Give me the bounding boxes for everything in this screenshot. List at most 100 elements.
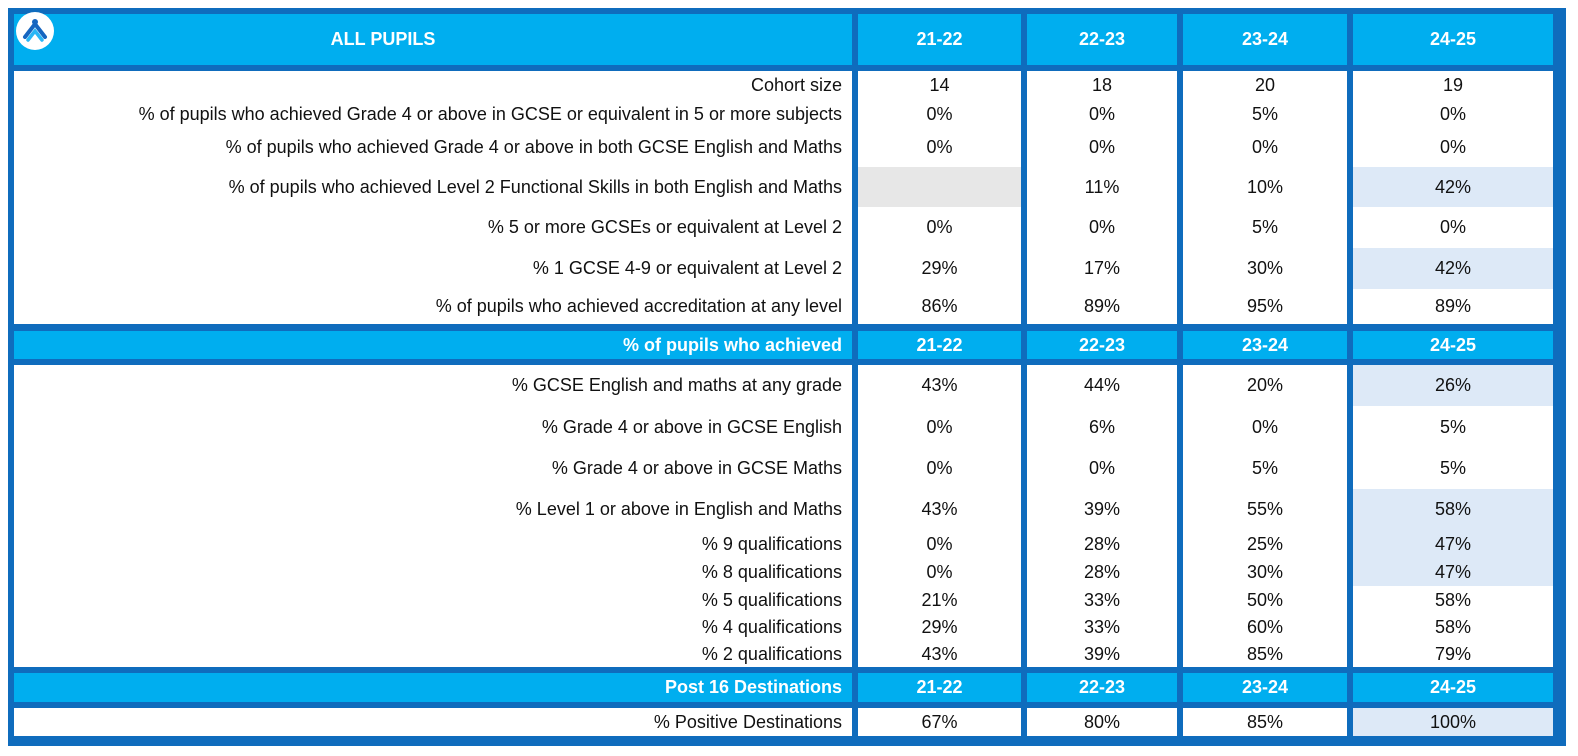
cell-value: 14 <box>858 71 1021 100</box>
row-label: % of pupils who achieved accreditation a… <box>14 289 852 324</box>
cell-value: 100% <box>1353 708 1553 736</box>
cell-value: 21% <box>858 586 1021 614</box>
cell-value: 89% <box>1353 289 1553 324</box>
row-label: % 8 qualifications <box>14 558 852 586</box>
section-header: % of pupils who achieved <box>14 331 852 359</box>
cell-value: 44% <box>1027 365 1177 406</box>
cell-value: 25% <box>1183 530 1347 558</box>
row-label: % 5 qualifications <box>14 586 852 614</box>
year-header-2: 22-23 <box>1027 14 1177 65</box>
row-label: % Grade 4 or above in GCSE English <box>14 406 852 448</box>
cell-value: 39% <box>1027 641 1177 667</box>
cell-value: 80% <box>1027 708 1177 736</box>
cell-value: 0% <box>1027 100 1177 128</box>
cell-value: 0% <box>1353 128 1553 167</box>
cell-value: 0% <box>1027 128 1177 167</box>
cell-value: 20% <box>1183 365 1347 406</box>
cell-value: 0% <box>858 558 1021 586</box>
cell-value: 0% <box>1353 207 1553 248</box>
year-header: 23-24 <box>1183 331 1347 359</box>
cell-value: 28% <box>1027 558 1177 586</box>
cell-value: 0% <box>1183 406 1347 448</box>
cell-value: 42% <box>1353 248 1553 289</box>
cell-value: 58% <box>1353 489 1553 530</box>
cell-value: 19 <box>1353 71 1553 100</box>
cell-value: 95% <box>1183 289 1347 324</box>
cell-value: 0% <box>858 406 1021 448</box>
year-header-4: 24-25 <box>1353 14 1553 65</box>
cell-value: 0% <box>858 100 1021 128</box>
year-header: 24-25 <box>1353 331 1553 359</box>
cell-value: 39% <box>1027 489 1177 530</box>
row-label: % 2 qualifications <box>14 641 852 667</box>
cell-value: 0% <box>1027 448 1177 489</box>
row-label: % Level 1 or above in English and Maths <box>14 489 852 530</box>
cell-value: 42% <box>1353 167 1553 207</box>
school-logo-icon <box>16 12 54 50</box>
cell-value: 58% <box>1353 614 1553 641</box>
row-label: % of pupils who achieved Grade 4 or abov… <box>14 128 852 167</box>
year-header: 22-23 <box>1027 331 1177 359</box>
cell-value: 29% <box>858 248 1021 289</box>
table-title: ALL PUPILS <box>331 29 436 50</box>
cell-value: 33% <box>1027 614 1177 641</box>
year-header: 21-22 <box>858 673 1021 702</box>
cell-value: 5% <box>1183 448 1347 489</box>
cell-value: 86% <box>858 289 1021 324</box>
year-header-3: 23-24 <box>1183 14 1347 65</box>
cell-value: 43% <box>858 365 1021 406</box>
cell-value: 29% <box>858 614 1021 641</box>
cell-value: 18 <box>1027 71 1177 100</box>
section-header: Post 16 Destinations <box>14 673 852 702</box>
cell-value: 85% <box>1183 641 1347 667</box>
row-label: % of pupils who achieved Level 2 Functio… <box>14 167 852 207</box>
cell-value: 5% <box>1183 100 1347 128</box>
cell-value: 30% <box>1183 248 1347 289</box>
cell-value: 89% <box>1027 289 1177 324</box>
cell-value: 47% <box>1353 558 1553 586</box>
cell-value: 60% <box>1183 614 1347 641</box>
cell-value: 50% <box>1183 586 1347 614</box>
year-header: 21-22 <box>858 331 1021 359</box>
row-label: % of pupils who achieved Grade 4 or abov… <box>14 100 852 128</box>
cell-value: 28% <box>1027 530 1177 558</box>
cell-value: 79% <box>1353 641 1553 667</box>
cell-value: 0% <box>858 530 1021 558</box>
cell-value: 26% <box>1353 365 1553 406</box>
year-header: 22-23 <box>1027 673 1177 702</box>
row-label: % 9 qualifications <box>14 530 852 558</box>
cell-value: 55% <box>1183 489 1347 530</box>
row-label: % 1 GCSE 4-9 or equivalent at Level 2 <box>14 248 852 289</box>
row-label: % Grade 4 or above in GCSE Maths <box>14 448 852 489</box>
cell-value: 33% <box>1027 586 1177 614</box>
year-header: 23-24 <box>1183 673 1347 702</box>
cell-value <box>858 167 1021 207</box>
title-header: ALL PUPILS <box>14 14 852 65</box>
cell-value: 85% <box>1183 708 1347 736</box>
cell-value: 0% <box>858 207 1021 248</box>
row-label: % Positive Destinations <box>14 708 852 736</box>
cell-value: 0% <box>1027 207 1177 248</box>
row-label: % 5 or more GCSEs or equivalent at Level… <box>14 207 852 248</box>
cell-value: 43% <box>858 641 1021 667</box>
cell-value: 0% <box>858 128 1021 167</box>
row-label: Cohort size <box>14 71 852 100</box>
year-header: 24-25 <box>1353 673 1553 702</box>
cell-value: 58% <box>1353 586 1553 614</box>
cell-value: 17% <box>1027 248 1177 289</box>
cell-value: 5% <box>1353 406 1553 448</box>
row-label: % 4 qualifications <box>14 614 852 641</box>
cell-value: 20 <box>1183 71 1347 100</box>
cell-value: 67% <box>858 708 1021 736</box>
cell-value: 6% <box>1027 406 1177 448</box>
cell-value: 0% <box>1183 128 1347 167</box>
cell-value: 10% <box>1183 167 1347 207</box>
cell-value: 30% <box>1183 558 1347 586</box>
cell-value: 11% <box>1027 167 1177 207</box>
cell-value: 5% <box>1183 207 1347 248</box>
cell-value: 0% <box>858 448 1021 489</box>
cell-value: 47% <box>1353 530 1553 558</box>
cell-value: 0% <box>1353 100 1553 128</box>
row-label: % GCSE English and maths at any grade <box>14 365 852 406</box>
cell-value: 5% <box>1353 448 1553 489</box>
